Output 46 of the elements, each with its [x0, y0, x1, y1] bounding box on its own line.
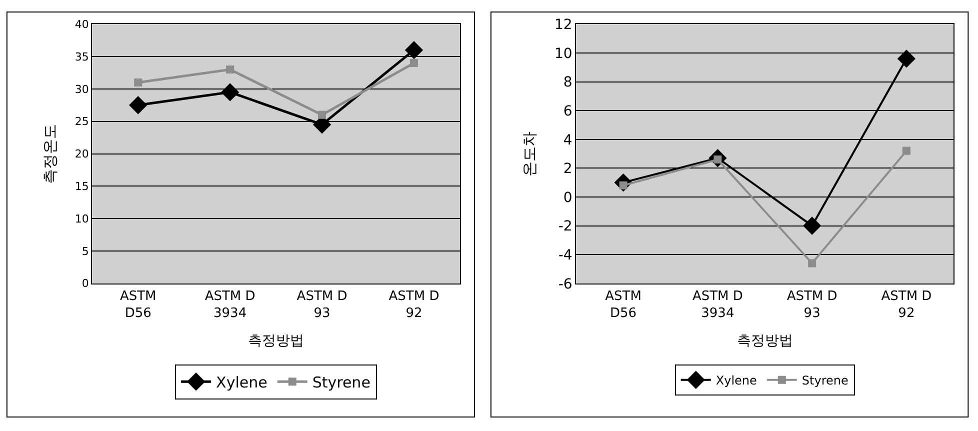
x-tick-label: ASTM D 93	[786, 288, 838, 321]
legend-label: Xylene	[716, 374, 757, 388]
y-tick-label: 4	[563, 132, 572, 148]
point	[318, 110, 326, 119]
legend-label: Styrene	[312, 373, 370, 392]
y-tick-label: -4	[558, 247, 572, 264]
y-tick-label: 25	[74, 115, 89, 128]
point	[134, 78, 142, 86]
y-axis-title: 측정온도	[41, 124, 60, 184]
y-tick-label: 30	[74, 82, 89, 96]
x-tick-label: ASTM D 3934	[692, 288, 743, 321]
point	[897, 50, 916, 68]
point	[410, 59, 418, 68]
y-tick-label: 20	[74, 148, 89, 161]
y-tick-label: 10	[554, 46, 572, 62]
y-tick-label: 10	[74, 212, 89, 226]
y-axis-title: 온도차	[520, 131, 539, 176]
x-axis-title: 측정방법	[736, 333, 793, 350]
x-tick-label: ASTM D 3934	[204, 288, 256, 321]
point	[404, 40, 424, 60]
point	[808, 259, 816, 268]
y-tick-label: -2	[558, 218, 572, 235]
y-tick-label: 2	[563, 161, 572, 178]
y-tick-label: 15	[74, 180, 89, 193]
point	[129, 96, 148, 114]
y-tick-label: 12	[554, 17, 572, 34]
point	[226, 66, 234, 74]
x-tick-label: ASTM D56	[605, 288, 642, 321]
y-tick-label: 8	[563, 74, 572, 91]
x-axis-title: 측정방법	[248, 333, 304, 350]
point	[220, 83, 240, 102]
legend-label: Styrene	[802, 374, 848, 388]
x-tick-label: ASTM D 92	[388, 288, 440, 321]
point	[802, 216, 822, 235]
y-tick-label: 35	[74, 50, 89, 64]
point	[902, 146, 910, 155]
y-tick-label: 0	[82, 277, 89, 290]
y-tick-label: 40	[74, 18, 89, 31]
x-tick-label: ASTM D 93	[296, 288, 348, 321]
x-tick-label: ASTM D 92	[881, 288, 932, 321]
y-tick-label: 0	[563, 190, 572, 206]
legend-label: Xylene	[216, 373, 268, 392]
y-tick-label: 6	[563, 103, 572, 120]
y-tick-label: 5	[82, 244, 89, 258]
y-tick-label: -6	[558, 276, 572, 292]
x-tick-label: ASTM D56	[120, 288, 156, 321]
